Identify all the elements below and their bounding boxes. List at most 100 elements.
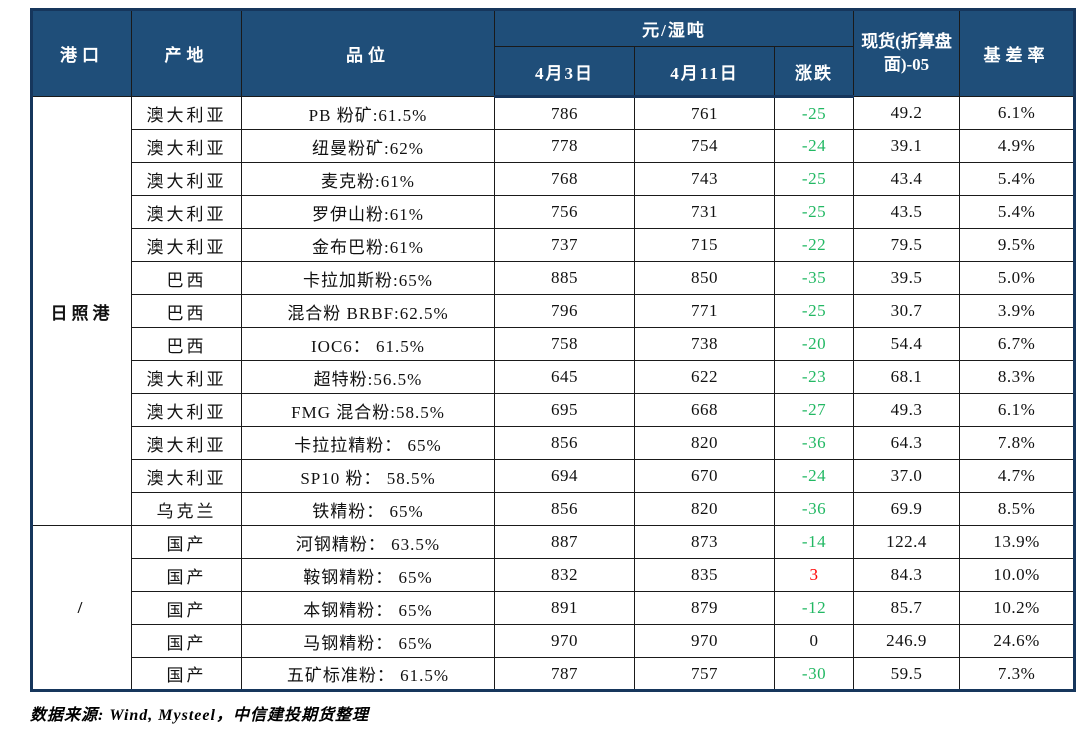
table-row: 澳大利亚 罗伊山粉:61% 756 731 -25 43.5 5.4% [32,195,1076,229]
basis-rate-cell: 8.3% [959,360,1076,394]
spot-cell: 68.1 [853,360,961,394]
change-cell: -25 [773,294,855,328]
grade-cell: 金布巴粉:61% [241,228,495,262]
origin-cell: 国产 [131,525,242,559]
price-apr3-cell: 758 [494,327,635,361]
change-cell: -35 [773,261,855,295]
price-apr11-cell: 622 [634,360,775,394]
spot-cell: 59.5 [853,657,961,691]
grade-cell: 本钢精粉： 65% [241,591,495,625]
port-price-table: 港口 产地 品位 元/湿吨 现货(折算盘面)-05 基差率 4月3日 4月11日… [30,8,1077,692]
grade-cell: 超特粉:56.5% [241,360,495,394]
header-port: 港口 [31,9,132,97]
spot-cell: 85.7 [853,591,961,625]
price-apr11-cell: 879 [634,591,775,625]
table-row: 国产 本钢精粉： 65% 891 879 -12 85.7 10.2% [32,591,1076,625]
origin-cell: 澳大利亚 [131,360,242,394]
basis-rate-cell: 3.9% [959,294,1076,328]
table-row: 澳大利亚 卡拉拉精粉： 65% 856 820 -36 64.3 7.8% [32,426,1076,460]
port-cell: / [31,525,132,691]
price-apr3-cell: 970 [494,624,635,658]
table-row: 巴西 混合粉 BRBF:62.5% 796 771 -25 30.7 3.9% [32,294,1076,328]
header-origin: 产地 [131,9,242,97]
header-change: 涨跌 [773,46,855,98]
basis-rate-cell: 10.0% [959,558,1076,592]
change-cell: -30 [773,657,855,691]
spot-cell: 79.5 [853,228,961,262]
basis-rate-cell: 5.0% [959,261,1076,295]
basis-rate-cell: 7.8% [959,426,1076,460]
spot-cell: 84.3 [853,558,961,592]
origin-cell: 澳大利亚 [131,459,242,493]
origin-cell: 澳大利亚 [131,393,242,427]
price-apr11-cell: 668 [634,393,775,427]
price-apr11-cell: 835 [634,558,775,592]
spot-cell: 122.4 [853,525,961,559]
price-apr11-cell: 771 [634,294,775,328]
spot-cell: 246.9 [853,624,961,658]
table-row: / 国产 河钢精粉： 63.5% 887 873 -14 122.4 13.9% [31,525,1076,691]
table-row: 澳大利亚 纽曼粉矿:62% 778 754 -24 39.1 4.9% [32,129,1076,163]
price-apr11-cell: 873 [634,525,775,559]
table-body: 日照港 澳大利亚 PB 粉矿:61.5% 786 761 -25 49.2 6.1… [31,96,1076,691]
table-row: 国产 马钢精粉： 65% 970 970 0 246.9 24.6% [32,624,1076,658]
spot-cell: 39.5 [853,261,961,295]
spot-cell: 39.1 [853,129,961,163]
header-unit-group: 元/湿吨 [493,9,855,47]
price-apr3-cell: 787 [494,657,635,691]
price-apr3-cell: 737 [494,228,635,262]
spot-cell: 69.9 [853,492,961,526]
grade-cell: 卡拉加斯粉:65% [241,261,495,295]
table-header: 港口 产地 品位 元/湿吨 现货(折算盘面)-05 基差率 4月3日 4月11日… [31,9,1076,98]
origin-cell: 澳大利亚 [131,96,242,130]
spot-cell: 43.4 [853,162,961,196]
origin-cell: 国产 [131,591,242,625]
table-row: 乌克兰 铁精粉： 65% 856 820 -36 69.9 8.5% [32,492,1076,526]
origin-cell: 巴西 [131,294,242,328]
basis-rate-cell: 5.4% [959,195,1076,229]
change-cell: -25 [773,162,855,196]
price-apr11-cell: 820 [634,492,775,526]
change-cell: -22 [773,228,855,262]
table-row: 国产 鞍钢精粉： 65% 832 835 3 84.3 10.0% [32,558,1076,592]
grade-cell: 鞍钢精粉： 65% [241,558,495,592]
spot-cell: 37.0 [853,459,961,493]
basis-rate-cell: 4.9% [959,129,1076,163]
grade-cell: FMG 混合粉:58.5% [241,393,495,427]
price-apr3-cell: 786 [494,96,635,130]
grade-cell: 五矿标准粉： 61.5% [241,657,495,691]
basis-rate-cell: 13.9% [959,525,1076,559]
change-cell: -24 [773,459,855,493]
basis-rate-cell: 9.5% [959,228,1076,262]
price-apr3-cell: 778 [494,129,635,163]
grade-cell: IOC6： 61.5% [241,327,495,361]
price-apr3-cell: 856 [494,426,635,460]
price-apr3-cell: 856 [494,492,635,526]
header-date-apr11: 4月11日 [634,46,775,98]
price-apr11-cell: 754 [634,129,775,163]
table-row: 日照港 澳大利亚 PB 粉矿:61.5% 786 761 -25 49.2 6.1… [31,96,1076,526]
spot-cell: 43.5 [853,195,961,229]
price-apr3-cell: 645 [494,360,635,394]
header-basis-rate: 基差率 [959,9,1076,97]
table-row: 澳大利亚 麦克粉:61% 768 743 -25 43.4 5.4% [32,162,1076,196]
price-apr11-cell: 743 [634,162,775,196]
table-row: 国产 五矿标准粉： 61.5% 787 757 -30 59.5 7.3% [32,657,1076,691]
change-cell: -14 [773,525,855,559]
basis-rate-cell: 24.6% [959,624,1076,658]
change-cell: -27 [773,393,855,427]
grade-cell: 卡拉拉精粉： 65% [241,426,495,460]
price-apr11-cell: 757 [634,657,775,691]
origin-cell: 巴西 [131,261,242,295]
origin-cell: 澳大利亚 [131,228,242,262]
price-apr3-cell: 756 [494,195,635,229]
basis-rate-cell: 8.5% [959,492,1076,526]
origin-cell: 国产 [131,657,242,691]
origin-cell: 澳大利亚 [131,195,242,229]
grade-cell: 混合粉 BRBF:62.5% [241,294,495,328]
table-row: 澳大利亚 超特粉:56.5% 645 622 -23 68.1 8.3% [32,360,1076,394]
basis-rate-cell: 6.1% [959,393,1076,427]
change-cell: -25 [773,195,855,229]
grade-cell: SP10 粉： 58.5% [241,459,495,493]
